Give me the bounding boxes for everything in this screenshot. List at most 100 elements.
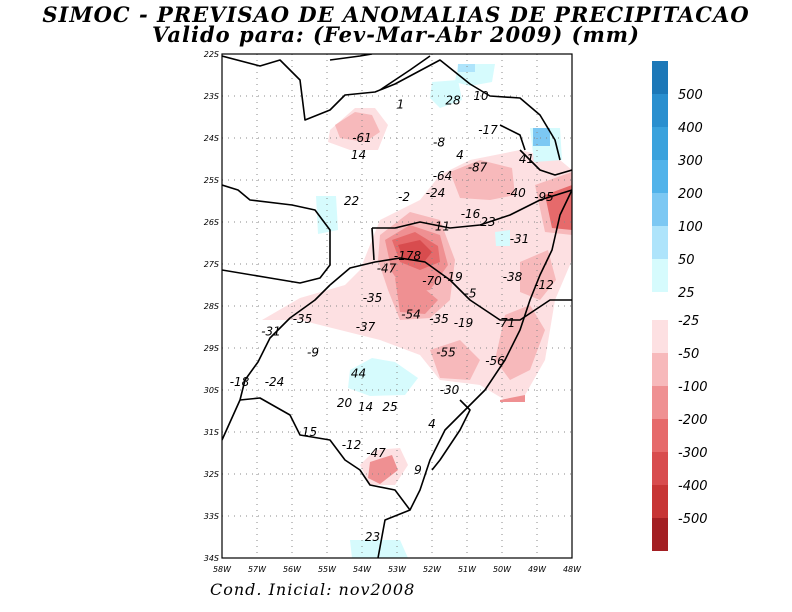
lat-label: 28S bbox=[204, 302, 219, 311]
station-value: 9 bbox=[414, 463, 422, 477]
lat-label: 34S bbox=[204, 554, 219, 563]
station-value: -9 bbox=[307, 345, 319, 359]
station-value: -24 bbox=[265, 375, 285, 389]
station-value: -24 bbox=[426, 186, 446, 200]
station-value: -18 bbox=[230, 375, 250, 389]
station-value: 4 bbox=[456, 148, 464, 162]
station-value: 22 bbox=[344, 194, 359, 208]
colorbar-label: 100 bbox=[678, 220, 703, 235]
colorbar-label: -500 bbox=[678, 512, 708, 527]
colorbar-swatch bbox=[652, 419, 668, 452]
colorbar-label: -200 bbox=[678, 413, 708, 428]
colorbar-swatch bbox=[652, 193, 668, 226]
station-value: -12 bbox=[342, 438, 362, 452]
station-value: -30 bbox=[440, 383, 460, 397]
station-value: -55 bbox=[436, 345, 456, 359]
colorbar-swatch bbox=[652, 226, 668, 259]
station-value: -19 bbox=[443, 270, 463, 284]
lat-label: 22S bbox=[204, 50, 219, 59]
station-value: -16 bbox=[461, 207, 481, 221]
station-value: 25 bbox=[382, 400, 397, 414]
colorbar-label: -25 bbox=[678, 314, 699, 329]
station-value: -8 bbox=[433, 135, 445, 149]
colorbar-label: 300 bbox=[678, 154, 703, 169]
station-value: -56 bbox=[485, 354, 505, 368]
station-value: -40 bbox=[506, 186, 526, 200]
lat-label: 30S bbox=[204, 386, 219, 395]
lat-label: 26S bbox=[204, 218, 219, 227]
station-value: -178 bbox=[394, 249, 422, 263]
station-value: -12 bbox=[534, 278, 554, 292]
lat-label: 29S bbox=[204, 344, 219, 353]
station-value: -71 bbox=[496, 316, 516, 330]
colorbar-swatch bbox=[652, 160, 668, 193]
colorbar-swatch bbox=[652, 94, 668, 127]
lat-label: 27S bbox=[204, 260, 219, 269]
colorbar-label: -100 bbox=[678, 380, 708, 395]
station-value: 11 bbox=[435, 219, 450, 233]
station-value: 23 bbox=[480, 215, 495, 229]
lon-label: 54W bbox=[353, 565, 372, 574]
station-value: -31 bbox=[510, 232, 530, 246]
station-value: 20 bbox=[337, 396, 353, 410]
state-boundaries bbox=[222, 54, 572, 558]
station-value: 1 bbox=[397, 98, 405, 112]
station-value: -37 bbox=[356, 320, 376, 334]
longitude-labels: 58W 57W 56W 55W 54W 53W 52W 51W 50W 49W 48W bbox=[213, 565, 582, 574]
colorbar-swatch bbox=[652, 320, 668, 353]
station-value: 15 bbox=[302, 425, 317, 439]
colorbar-swatch bbox=[652, 259, 668, 292]
lat-label: 32S bbox=[204, 470, 219, 479]
station-value: -35 bbox=[429, 312, 449, 326]
station-value: -64 bbox=[433, 169, 453, 183]
lat-label: 24S bbox=[204, 134, 219, 143]
station-value: -95 bbox=[534, 190, 554, 204]
colorbar-label: -300 bbox=[678, 446, 708, 461]
colorbar-swatch bbox=[652, 452, 668, 485]
colorbar-swatch bbox=[652, 353, 668, 386]
station-values: 1 28 10 -17 -61 -8 14 4 41 -64 -87 22 -2 -24 -40 -95 -16… bbox=[230, 89, 554, 544]
station-value: 28 bbox=[445, 93, 461, 107]
colorbar-swatch bbox=[652, 386, 668, 419]
map-subtitle: Valido para: (Fev-Mar-Abr 2009) (mm) bbox=[152, 22, 640, 47]
station-value: 44 bbox=[351, 366, 366, 380]
station-value: -35 bbox=[363, 291, 383, 305]
lat-label: 31S bbox=[204, 428, 219, 437]
colorbar-label: 200 bbox=[678, 187, 703, 202]
lon-label: 58W bbox=[213, 565, 232, 574]
lat-label: 25S bbox=[204, 176, 219, 185]
lon-label: 49W bbox=[528, 565, 547, 574]
station-value: -38 bbox=[503, 270, 523, 284]
station-value: -31 bbox=[261, 324, 281, 338]
colorbar-swatch bbox=[652, 485, 668, 518]
colorbar-label: 500 bbox=[678, 88, 703, 103]
colorbar-label: -50 bbox=[678, 347, 699, 362]
station-value: 14 bbox=[358, 400, 373, 414]
lon-label: 53W bbox=[388, 565, 407, 574]
station-value: -70 bbox=[422, 274, 442, 288]
lon-label: 56W bbox=[283, 565, 302, 574]
station-value: 4 bbox=[428, 417, 436, 431]
lat-label: 33S bbox=[204, 512, 219, 521]
lon-label: 51W bbox=[458, 565, 477, 574]
station-value: -47 bbox=[377, 261, 397, 275]
colorbar-label: 25 bbox=[678, 286, 695, 301]
station-value: -35 bbox=[293, 312, 313, 326]
colorbar-label: 400 bbox=[678, 121, 703, 136]
station-value: -19 bbox=[454, 316, 474, 330]
station-value: -5 bbox=[465, 287, 477, 301]
lat-label: 23S bbox=[204, 92, 219, 101]
station-value: -2 bbox=[398, 190, 410, 204]
lon-label: 57W bbox=[248, 565, 267, 574]
colorbar: 500 400 300 200 100 50 25 -25 -50 -100 -200 -300 -40… bbox=[652, 61, 708, 551]
colorbar-swatch bbox=[652, 518, 668, 551]
lon-label: 52W bbox=[423, 565, 442, 574]
lon-label: 48W bbox=[563, 565, 582, 574]
anomaly-shading bbox=[262, 64, 572, 558]
station-value: 10 bbox=[473, 89, 489, 103]
station-value: -47 bbox=[366, 446, 386, 460]
station-value: -54 bbox=[401, 308, 421, 322]
lon-label: 55W bbox=[318, 565, 337, 574]
colorbar-label: -400 bbox=[678, 479, 708, 494]
